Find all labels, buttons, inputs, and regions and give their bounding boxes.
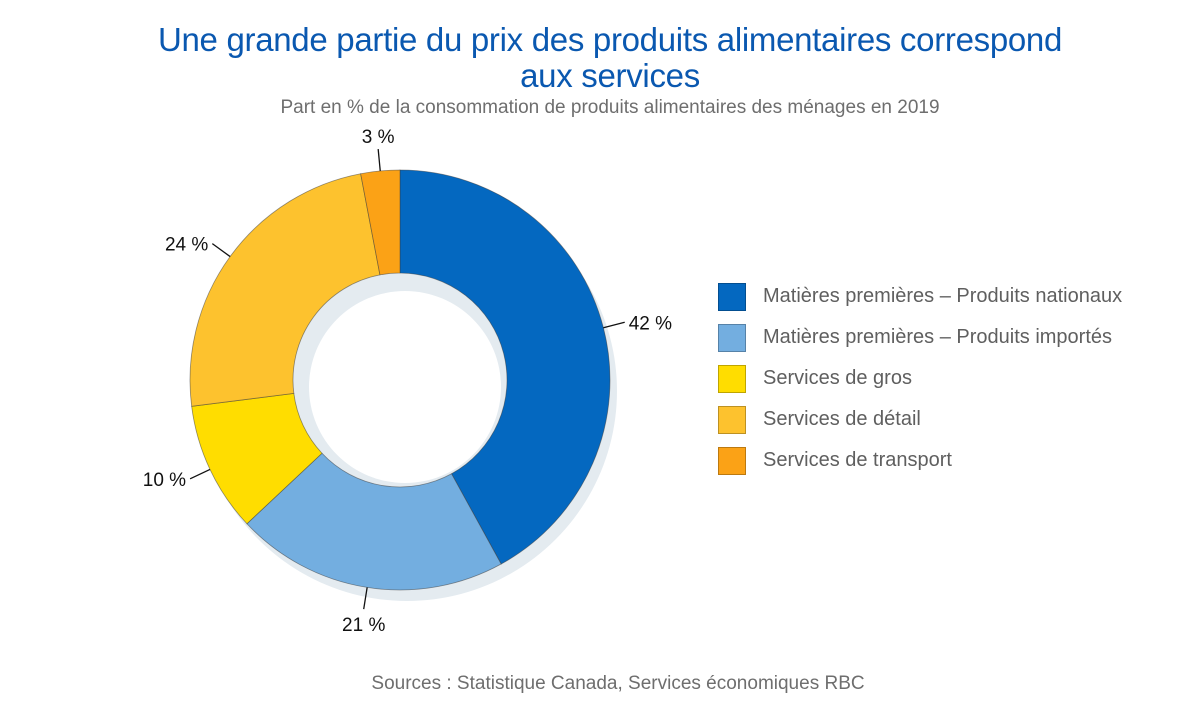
legend: Matières premières – Produits nationaux … (718, 276, 1122, 481)
donut-labels: 42 % 21 % 10 % 24 % 3 % (143, 127, 672, 636)
legend-label: Services de gros (763, 367, 912, 389)
chart-title-line-2: aux services (520, 57, 700, 94)
chart-subtitle: Part en % de la consommation de produits… (280, 97, 940, 118)
donut-slice (246, 452, 502, 591)
donut-slice (360, 169, 401, 276)
legend-item: Services de transport (718, 440, 1122, 481)
donut-slice (189, 173, 381, 407)
chart-title-line-1: Une grande partie du prix des produits a… (157, 21, 1063, 58)
legend-item: Matières premières – Produits nationaux (718, 276, 1122, 317)
donut-slice (399, 169, 611, 565)
leader-line (363, 587, 368, 610)
legend-label: Services de transport (763, 449, 952, 471)
leader-line (211, 243, 231, 258)
legend-label: Matières premières – Produits nationaux (763, 285, 1123, 307)
data-label: 10 % (143, 470, 186, 491)
data-label: 42 % (629, 313, 672, 334)
legend-item: Matières premières – Produits importés (718, 317, 1122, 358)
legend-label: Services de détail (763, 408, 921, 430)
legend-swatch (718, 405, 746, 434)
donut-hole (309, 291, 501, 483)
data-label: 3 % (362, 127, 395, 148)
donut-slices (189, 169, 611, 591)
legend-swatch (718, 282, 746, 311)
data-label: 24 % (165, 235, 208, 256)
leader-line (189, 468, 211, 480)
source-note: Sources : Statistique Canada, Services é… (371, 673, 865, 694)
legend-item: Services de détail (718, 399, 1122, 440)
legend-swatch (718, 446, 746, 475)
data-label: 21 % (342, 615, 385, 636)
legend-swatch (718, 364, 746, 393)
legend-swatch (718, 323, 746, 352)
legend-label: Matières premières – Produits importés (763, 326, 1113, 348)
legend-item: Services de gros (718, 358, 1122, 399)
leader-line (603, 321, 625, 329)
chart-title: Une grande partie du prix des produits a… (0, 22, 1200, 94)
leader-line (377, 148, 381, 171)
